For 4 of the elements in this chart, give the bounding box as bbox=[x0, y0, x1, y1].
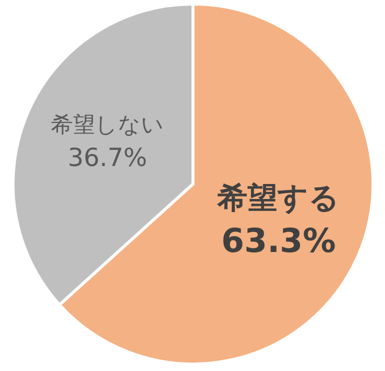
slice-label: 希望する bbox=[216, 180, 340, 216]
data-label: 63.3% bbox=[221, 220, 336, 260]
data-label: 36.7% bbox=[68, 143, 148, 172]
slice-label: 希望しない bbox=[50, 113, 164, 138]
